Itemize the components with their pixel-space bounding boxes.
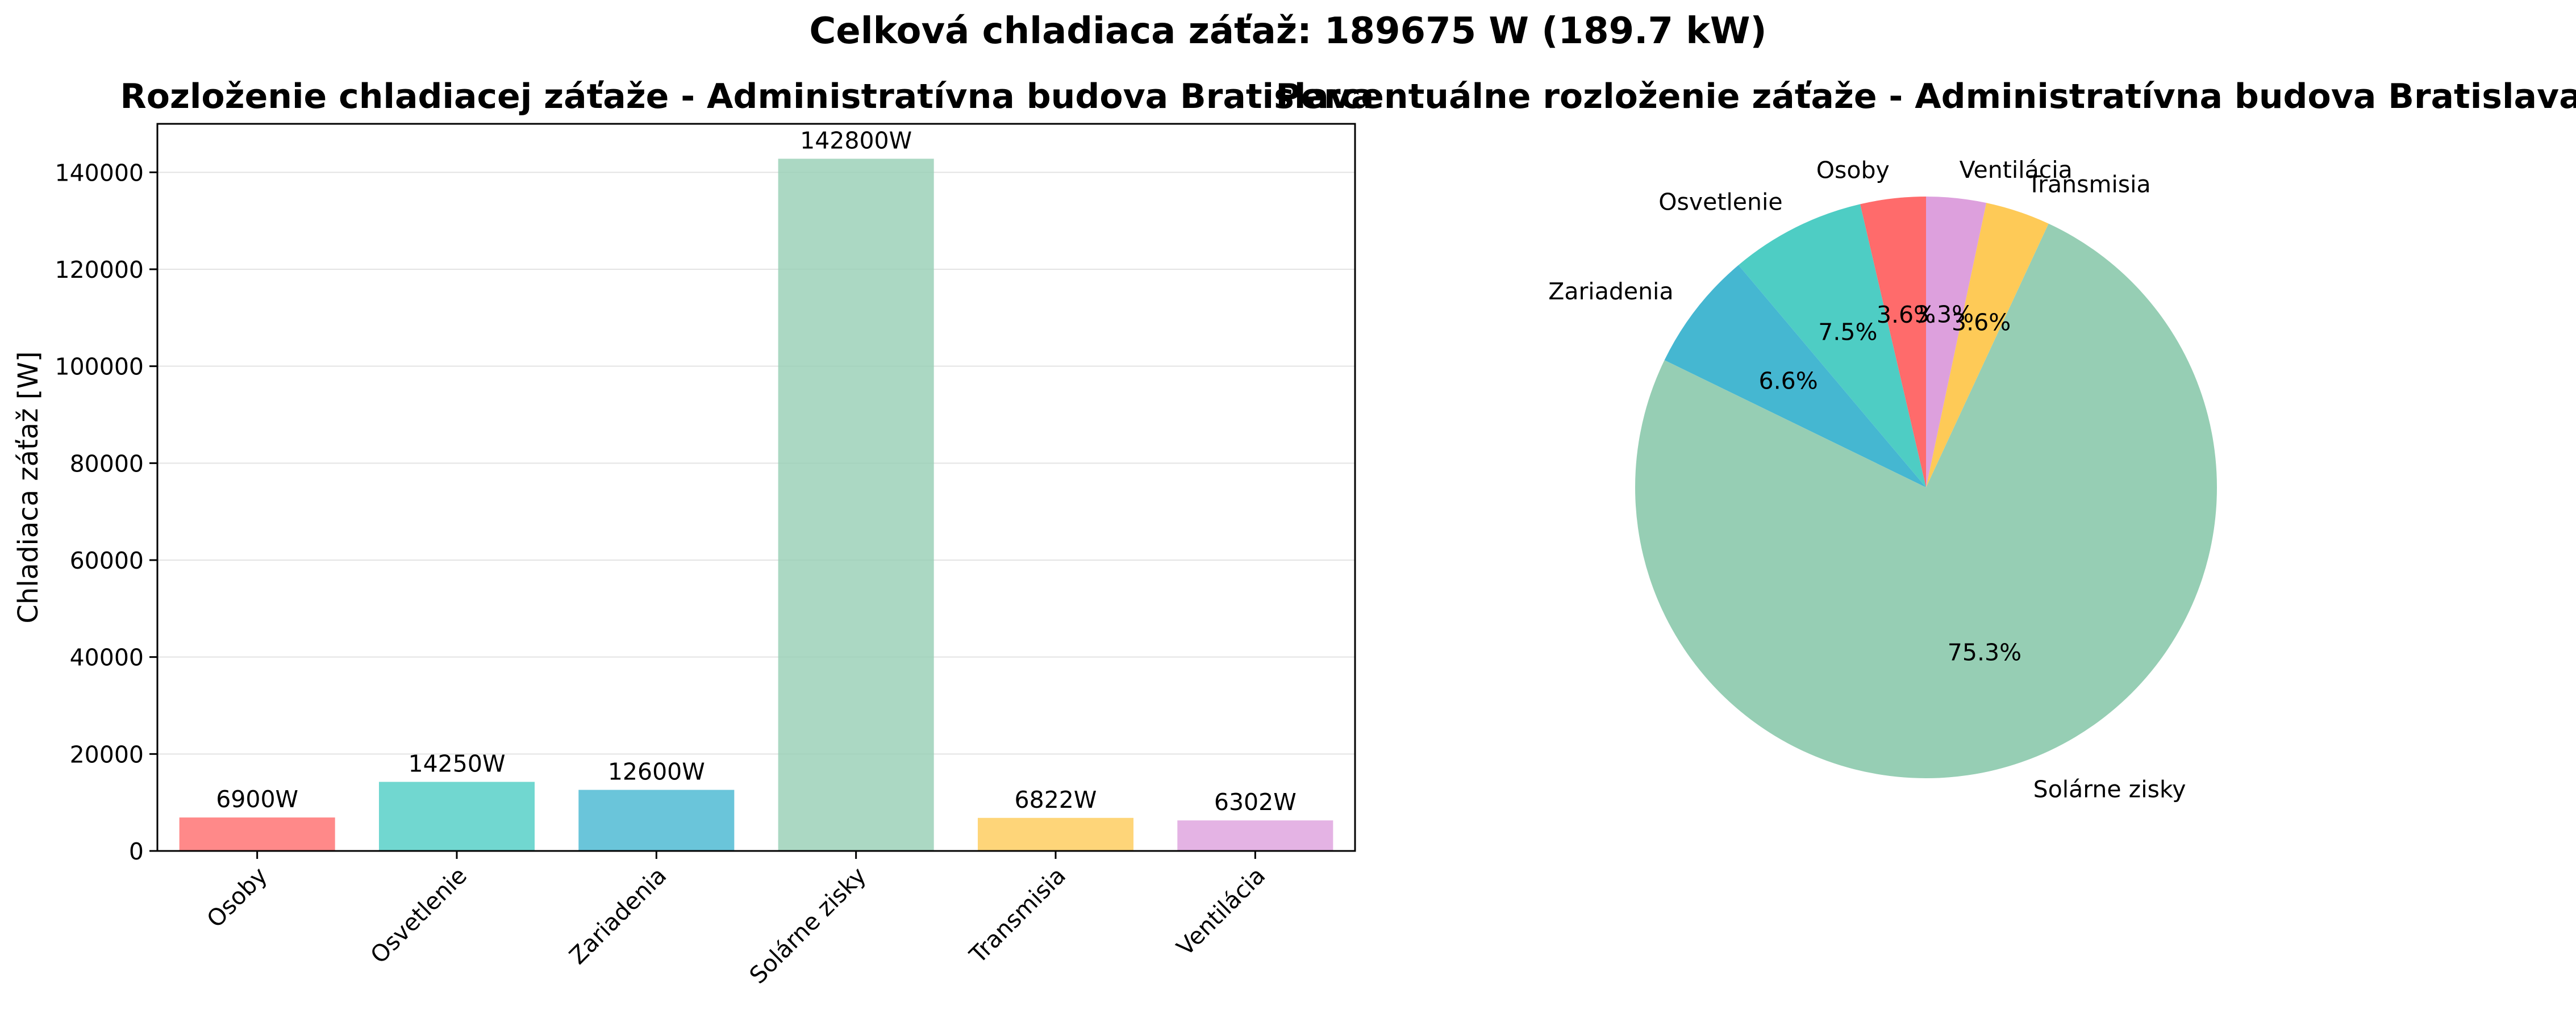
pie-percent-label: 3.6% [1877, 301, 1936, 328]
pie-chart-labels: Osoby 3.6% Osvetlenie 7.5% Zariadenia 6.6% Sol… [1548, 156, 2186, 803]
pie-category-label: Solárne zisky [2033, 776, 2186, 803]
y-tick-label: 0 [129, 838, 144, 865]
y-tick-label: 120000 [55, 256, 144, 283]
pie-slice [1860, 197, 1926, 487]
y-tick-label: 60000 [70, 547, 144, 574]
bar-chart-y-axis-label: Chladiaca záťaž [W] [12, 351, 44, 623]
y-tick-label: 80000 [70, 450, 144, 477]
bar-value-label: 6822W [1015, 786, 1097, 813]
pie-category-label: Osvetlenie [1658, 188, 1782, 215]
pie-category-label: Zariadenia [1548, 278, 1673, 305]
pie-chart-slices [1635, 197, 2217, 779]
bar-value-label: 14250W [409, 750, 506, 777]
bar [778, 158, 934, 852]
bar [179, 817, 335, 851]
pie-slice [1664, 265, 1926, 487]
figure-title: Celková chladiaca záťaž: 189675 W (189.7… [809, 10, 1766, 52]
pie-chart: Percentuálne rozloženie záťaže - Adminis… [1276, 77, 2576, 803]
bar-value-label: 142800W [800, 127, 912, 154]
bar-chart-bars [179, 158, 1333, 852]
pie-percent-label: 3.3% [1915, 301, 1974, 328]
y-tick-label: 140000 [55, 159, 144, 186]
x-tick-label: Transmisia [964, 862, 1071, 969]
pie-percent-label: 7.5% [1818, 318, 1877, 345]
pie-slice [1926, 197, 1987, 487]
bar [1177, 820, 1333, 851]
x-tick-label: Solárne zisky [744, 862, 872, 989]
pie-slice [1635, 223, 2217, 779]
y-tick-label: 20000 [70, 741, 144, 768]
pie-percent-label: 6.6% [1759, 367, 1818, 394]
bar-chart-value-labels: 6900W 14250W 12600W 142800W 6822W 6302W [216, 127, 1297, 816]
y-tick-label: 100000 [55, 353, 144, 381]
x-tick-label: Osoby [202, 862, 273, 933]
bar-value-label: 6900W [216, 786, 298, 813]
x-tick-label: Zariadenia [564, 862, 672, 970]
x-tick-label: Osvetlenie [365, 862, 472, 969]
pie-category-label: Osoby [1816, 156, 1890, 183]
bar-chart-grid [157, 172, 1355, 755]
pie-slice [1926, 203, 2049, 487]
y-tick-label: 40000 [70, 644, 144, 671]
bar-chart-axes-frame [156, 123, 1356, 852]
bar-chart: Rozloženie chladiacej záťaže - Administr… [12, 77, 1374, 989]
pie-percent-label: 75.3% [1948, 638, 2021, 666]
bar-chart-x-ticks: Osoby Osvetlenie Zariadenia Solárne zisky Tr… [202, 851, 1271, 989]
bar-value-label: 12600W [608, 758, 705, 785]
bar-chart-y-ticks: 0 20000 40000 60000 80000 100000 120000 140000 [55, 159, 157, 865]
bar-chart-title: Rozloženie chladiacej záťaže - Administr… [120, 77, 1374, 116]
pie-slice [1738, 204, 1926, 487]
bar [578, 790, 735, 851]
pie-category-label: Ventilácia [1960, 156, 2073, 183]
x-tick-label: Ventilácia [1172, 862, 1271, 961]
bar-value-label: 6302W [1214, 788, 1297, 816]
bar [977, 817, 1134, 851]
bar [378, 782, 535, 851]
pie-category-label: Transmisia [2027, 171, 2151, 198]
pie-percent-label: 3.6% [1952, 309, 2011, 336]
pie-chart-title: Percentuálne rozloženie záťaže - Adminis… [1276, 77, 2576, 116]
